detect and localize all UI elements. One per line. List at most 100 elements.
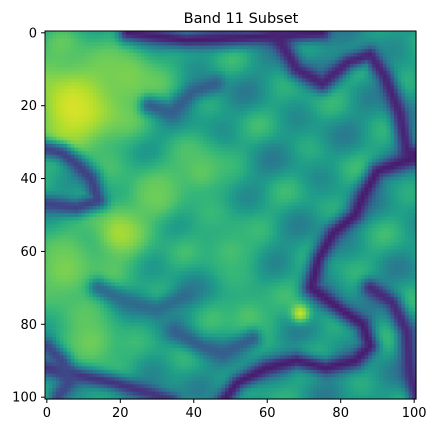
heatmap-cell <box>45 176 50 181</box>
heatmap-cell <box>63 136 68 141</box>
heatmap-cell <box>397 56 402 61</box>
heatmap-cell <box>210 151 215 156</box>
heatmap-cell <box>346 129 351 134</box>
heatmap-cell <box>320 169 325 174</box>
heatmap-cell <box>133 194 138 200</box>
heatmap-cell <box>155 111 160 116</box>
heatmap-cell <box>327 114 333 120</box>
heatmap-cell <box>250 49 255 54</box>
heatmap-cell <box>357 49 362 54</box>
heatmap-cell <box>276 107 281 112</box>
heatmap-cell <box>56 202 61 207</box>
heatmap-cell <box>63 147 68 152</box>
heatmap-cell <box>357 133 362 138</box>
heatmap-cell <box>206 202 211 207</box>
heatmap-cell <box>291 63 296 69</box>
heatmap-cell <box>401 92 406 98</box>
heatmap-cell <box>59 187 64 192</box>
heatmap-cell <box>221 143 226 149</box>
heatmap-cell <box>151 125 156 130</box>
heatmap-cell <box>202 136 208 141</box>
heatmap-cell <box>243 143 248 149</box>
heatmap-cell <box>169 184 175 189</box>
heatmap-cell <box>386 45 391 50</box>
heatmap-cell <box>294 38 300 43</box>
heatmap-cell <box>276 129 281 134</box>
heatmap-cell <box>45 71 50 76</box>
heatmap-cell <box>70 71 75 76</box>
heatmap-cell <box>213 89 219 94</box>
heatmap-cell <box>291 38 296 43</box>
heatmap-cell <box>206 107 211 112</box>
heatmap-cell <box>81 63 86 69</box>
heatmap-cell <box>133 184 138 189</box>
heatmap-cell <box>320 176 325 181</box>
heatmap-cell <box>151 34 156 39</box>
heatmap-cell <box>228 143 233 149</box>
heatmap-cell <box>320 191 325 196</box>
heatmap-cell <box>294 143 300 149</box>
heatmap-cell <box>111 38 116 43</box>
heatmap-cell <box>368 34 373 39</box>
heatmap-cell <box>368 143 373 149</box>
heatmap-cell <box>213 114 219 120</box>
heatmap-cell <box>313 176 318 181</box>
heatmap-cell <box>239 41 244 47</box>
heatmap-cell <box>294 34 300 39</box>
heatmap-cell <box>404 194 410 200</box>
heatmap-cell <box>283 198 289 203</box>
heatmap-cell <box>232 122 237 127</box>
heatmap-cell <box>250 85 255 90</box>
heatmap-cell <box>118 191 123 196</box>
heatmap-cell <box>331 89 336 94</box>
heatmap-cell <box>147 118 153 123</box>
heatmap-cell <box>327 34 333 39</box>
heatmap-cell <box>309 180 314 185</box>
heatmap-cell <box>129 125 134 130</box>
heatmap-cell <box>129 187 134 192</box>
heatmap-cell <box>63 100 68 105</box>
heatmap-cell <box>52 107 57 112</box>
heatmap-cell <box>70 34 75 39</box>
heatmap-cell <box>320 136 325 141</box>
heatmap-cell <box>213 63 219 69</box>
heatmap-cell <box>331 202 336 207</box>
heatmap-cell <box>103 60 109 65</box>
heatmap-cell <box>280 111 285 116</box>
heatmap-cell <box>360 151 366 156</box>
heatmap-cell <box>140 34 145 39</box>
heatmap-cell <box>70 38 75 43</box>
heatmap-cell <box>199 143 204 149</box>
heatmap-cell <box>254 184 259 189</box>
heatmap-cell <box>199 92 204 98</box>
heatmap-cell <box>331 49 336 54</box>
heatmap-cell <box>45 63 50 69</box>
heatmap-cell <box>184 74 189 79</box>
heatmap-cell <box>272 191 278 196</box>
heatmap-cell <box>195 34 200 39</box>
heatmap-cell <box>45 114 50 120</box>
heatmap-cell <box>346 38 351 43</box>
heatmap-cell <box>147 147 153 152</box>
heatmap-cell <box>173 41 178 47</box>
heatmap-cell <box>96 187 101 192</box>
heatmap-cell <box>144 74 149 79</box>
heatmap-cell <box>228 67 233 72</box>
heatmap-cell <box>103 184 109 189</box>
heatmap-cell <box>133 187 138 192</box>
heatmap-cell <box>360 74 366 79</box>
heatmap-cell <box>202 89 208 94</box>
heatmap-cell <box>92 74 98 79</box>
heatmap-cell <box>276 89 281 94</box>
heatmap-cell <box>408 180 413 185</box>
heatmap-cell <box>338 165 344 171</box>
heatmap-cell <box>155 173 160 178</box>
heatmap-cell <box>309 92 314 98</box>
heatmap-cell <box>217 82 222 87</box>
heatmap-cell <box>291 143 296 149</box>
heatmap-cell <box>78 67 83 72</box>
heatmap-cell <box>103 165 109 171</box>
heatmap-cell <box>397 165 402 171</box>
heatmap-cell <box>236 56 241 61</box>
heatmap-cell <box>379 125 384 130</box>
